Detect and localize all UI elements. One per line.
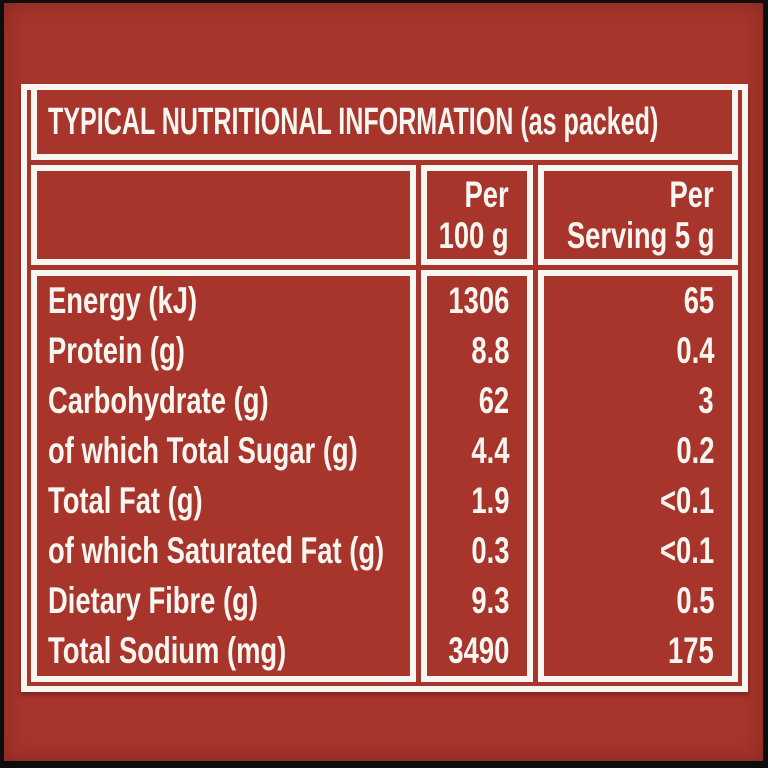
table-row: <0.1 (544, 476, 732, 526)
nutrient-value-per-100g: 1.9 (470, 480, 509, 521)
table-row: 0.5 (544, 576, 732, 626)
nutrient-label: Total Sodium (mg) (48, 630, 287, 671)
nutrient-value-per-100g: 8.8 (470, 330, 509, 371)
table-row: 4.4 (427, 426, 527, 476)
table-row: Total Fat (g) (37, 476, 410, 526)
table-row: 8.8 (427, 326, 527, 376)
nutrient-value-per-serving: 3 (698, 380, 714, 421)
table-row: Protein (g) (37, 326, 410, 376)
column-header-per-serving: Per Serving 5 g (538, 165, 738, 265)
nutrient-label: Protein (g) (48, 330, 185, 371)
nutrient-value-per-serving: 0.4 (675, 330, 714, 371)
header-line: Per (669, 174, 714, 215)
nutrient-value-per-100g: 1306 (448, 280, 509, 321)
nutrient-labels-column: Energy (kJ) Protein (g) Carbohydrate (g)… (31, 270, 416, 682)
table-row: Total Sodium (mg) (37, 626, 410, 676)
nutrient-value-per-serving: 175 (668, 630, 714, 671)
table-row: of which Saturated Fat (g) (37, 526, 410, 576)
table-row: <0.1 (544, 526, 732, 576)
table-row: 1.9 (427, 476, 527, 526)
nutrient-value-per-100g: 0.3 (470, 530, 509, 571)
table-title: TYPICAL NUTRITIONAL INFORMATION (as pack… (48, 100, 659, 143)
nutrient-value-per-serving: 0.2 (675, 430, 714, 471)
column-header-blank (31, 165, 416, 265)
nutrient-value-per-serving: 0.5 (675, 580, 714, 621)
table-row: 9.3 (427, 576, 527, 626)
nutrient-label: of which Saturated Fat (g) (48, 530, 385, 571)
table-row: 0.3 (427, 526, 527, 576)
table-row: 175 (544, 626, 732, 676)
nutrient-label: Total Fat (g) (48, 480, 203, 521)
nutrient-value-per-100g: 3490 (448, 630, 509, 671)
table-row: 62 (427, 376, 527, 426)
table-row: of which Total Sugar (g) (37, 426, 410, 476)
table-row: 0.4 (544, 326, 732, 376)
table-row: Energy (kJ) (37, 276, 410, 326)
table-row: 0.2 (544, 426, 732, 476)
header-line: 100 g (438, 215, 509, 256)
per-100g-values-column: 1306 8.8 62 4.4 1.9 0.3 9.3 3490 (421, 270, 533, 682)
nutrient-label: Carbohydrate (g) (48, 380, 269, 421)
column-header-per-100g: Per 100 g (421, 165, 533, 265)
table-row: 3 (544, 376, 732, 426)
header-line: Per (464, 174, 509, 215)
nutrient-label: Energy (kJ) (48, 280, 198, 321)
nutrient-value-per-serving: <0.1 (659, 480, 714, 521)
nutrition-table: TYPICAL NUTRITIONAL INFORMATION (as pack… (21, 84, 748, 692)
nutrient-value-per-serving: 65 (683, 280, 714, 321)
header-line: Serving 5 g (566, 215, 714, 256)
nutrient-value-per-100g: 62 (478, 380, 509, 421)
table-row: 3490 (427, 626, 527, 676)
nutrient-value-per-100g: 9.3 (470, 580, 509, 621)
nutrient-label: Dietary Fibre (g) (48, 580, 258, 621)
table-row: 65 (544, 276, 732, 326)
table-row: Carbohydrate (g) (37, 376, 410, 426)
table-row: 1306 (427, 276, 527, 326)
table-row: Dietary Fibre (g) (37, 576, 410, 626)
per-serving-values-column: 65 0.4 3 0.2 <0.1 <0.1 0.5 175 (538, 270, 738, 682)
nutrient-value-per-100g: 4.4 (470, 430, 509, 471)
table-title-row: TYPICAL NUTRITIONAL INFORMATION (as pack… (31, 90, 738, 160)
nutrient-value-per-serving: <0.1 (659, 530, 714, 571)
nutrient-label: of which Total Sugar (g) (48, 430, 358, 471)
